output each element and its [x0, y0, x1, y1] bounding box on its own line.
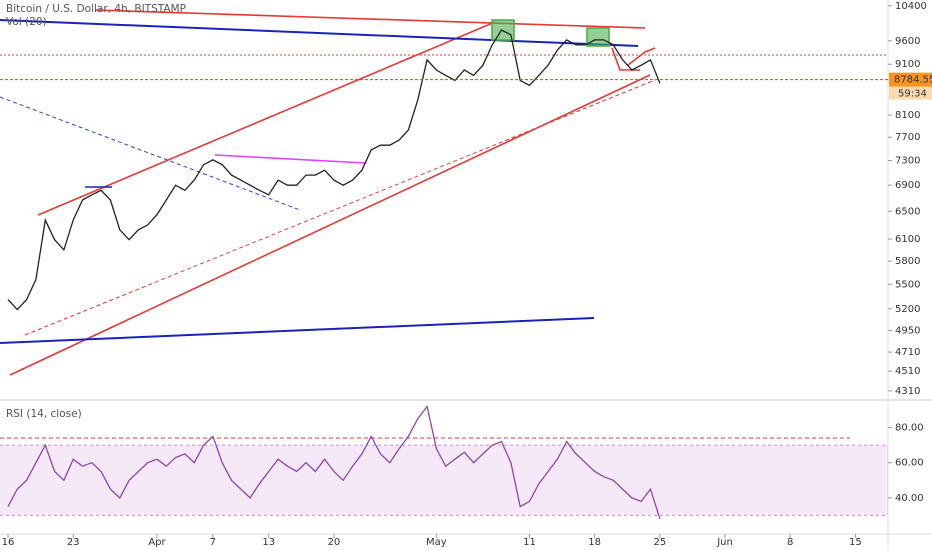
arrow	[627, 47, 656, 66]
volume-label: Vol (20)	[6, 16, 47, 28]
trendline	[37, 21, 496, 216]
y-tick-label: 6100	[895, 234, 920, 245]
x-tick-label: 23	[67, 537, 80, 548]
x-tick-label: 8	[787, 537, 793, 548]
arrow	[611, 47, 640, 71]
y-tick-label: 60.00	[895, 458, 924, 469]
drawings	[0, 9, 888, 439]
trendline	[214, 154, 366, 164]
trendline	[0, 96, 301, 211]
trendline	[94, 9, 646, 29]
trendline	[9, 74, 651, 376]
rsi-title: RSI (14, close)	[6, 408, 82, 420]
y-tick-label: 4510	[895, 366, 920, 377]
x-tick-label: 13	[262, 537, 275, 548]
y-tick-label: 8100	[895, 110, 920, 121]
y-tick-label: 4310	[895, 386, 920, 397]
y-tick-label: 80.00	[895, 423, 924, 434]
y-tick-label: 40.00	[895, 493, 924, 504]
trendline	[0, 317, 595, 344]
highlight-box	[491, 19, 515, 41]
trendline	[24, 79, 656, 336]
x-tick-label: 15	[849, 537, 862, 548]
y-tick-label: 5800	[895, 256, 920, 267]
x-tick-label: Apr	[148, 537, 166, 548]
x-tick-label: 25	[653, 537, 666, 548]
countdown-label: 59:34	[898, 89, 927, 100]
x-tick-label: 7	[210, 537, 216, 548]
series-line	[7, 29, 661, 311]
chart-title: Bitcoin / U.S. Dollar, 4h, BITSTAMP	[6, 3, 186, 15]
y-tick-label: 10400	[895, 1, 927, 12]
x-tick-label: 11	[523, 537, 536, 548]
x-tick-label: 16	[2, 537, 15, 548]
last-price-label: 8784.55	[894, 75, 932, 86]
x-tick-label: 20	[328, 537, 341, 548]
y-tick-label: 6500	[895, 206, 920, 217]
rsi-band	[0, 445, 888, 516]
x-tick-label: 18	[588, 537, 601, 548]
y-tick-label: 6900	[895, 180, 920, 191]
y-tick-label: 9600	[895, 36, 920, 47]
countdown-box	[889, 86, 932, 100]
x-tick-label: May	[426, 537, 447, 548]
y-tick-label: 7300	[895, 156, 920, 167]
y-tick-label: 4950	[895, 325, 920, 336]
y-tick-label: 5200	[895, 304, 920, 315]
y-tick-label: 5500	[895, 279, 920, 290]
y-tick-label: 4710	[895, 347, 920, 358]
series-line	[7, 404, 661, 520]
y-tick-label: 9100	[895, 59, 920, 70]
highlight-box	[586, 27, 610, 47]
x-tick-label: Jun	[716, 537, 733, 548]
trendline	[0, 19, 639, 47]
y-tick-label: 7700	[895, 132, 920, 143]
last-price-box	[889, 72, 932, 87]
